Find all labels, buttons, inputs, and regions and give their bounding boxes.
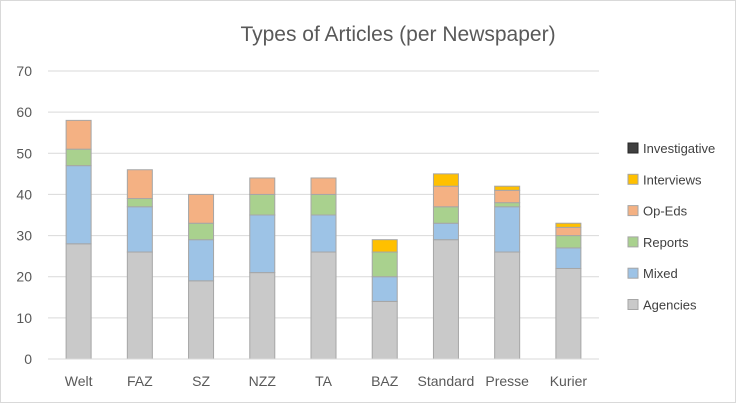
legend-swatch xyxy=(627,205,639,217)
bar-segment xyxy=(126,251,153,360)
axes: 0 10 20 30 40 50 60 70 Welt FAZ SZ NZZ TA BAZ Standard… xyxy=(16,63,599,389)
legend-swatch xyxy=(627,173,639,185)
y-tick-label: 30 xyxy=(16,228,32,244)
bar-segment xyxy=(555,226,582,237)
legend-label: Reports xyxy=(643,235,689,250)
x-tick-label: Kurier xyxy=(550,373,588,389)
y-tick-label: 40 xyxy=(16,186,32,202)
y-tick-label: 20 xyxy=(16,269,32,285)
bar-segment xyxy=(432,206,459,224)
legend-label: Op-Eds xyxy=(643,204,688,219)
legend-swatch xyxy=(627,236,639,248)
y-tick-label: 70 xyxy=(16,63,32,79)
bar-segment xyxy=(188,280,215,360)
bar-segment xyxy=(126,206,153,253)
bar-segment xyxy=(432,185,459,208)
bar-segment xyxy=(310,193,337,216)
bar-segment xyxy=(494,251,521,360)
bar-segment xyxy=(432,239,459,360)
legend-label: Interviews xyxy=(643,172,702,187)
bar-segment xyxy=(249,177,276,195)
bar-segment xyxy=(188,193,215,224)
bar-segment xyxy=(494,202,521,208)
bar-segment xyxy=(555,247,582,269)
legend-label: Mixed xyxy=(643,266,678,281)
bar-segment xyxy=(371,300,398,360)
legend-swatch xyxy=(627,142,639,154)
bar-segment xyxy=(310,214,337,253)
bar-segment xyxy=(65,119,92,150)
x-tick-label: Standard xyxy=(418,373,475,389)
legend-label: Agencies xyxy=(643,298,697,313)
bar-segment xyxy=(432,173,459,187)
bar-segment xyxy=(310,251,337,360)
x-tick-label: FAZ xyxy=(127,373,153,389)
x-tick-label: Welt xyxy=(65,373,93,389)
legend-swatch xyxy=(627,299,639,310)
bar-segment xyxy=(310,177,337,195)
bar-segment xyxy=(555,267,582,360)
bars xyxy=(65,119,582,360)
legend: Investigative Interviews Op-Eds Reports Mixe… xyxy=(627,141,715,313)
bar-segment xyxy=(249,193,276,216)
bar-segment xyxy=(555,222,582,228)
bar-segment xyxy=(432,222,459,241)
legend-label: Investigative xyxy=(643,141,715,156)
y-tick-label: 50 xyxy=(16,145,32,161)
bar-segment xyxy=(371,251,398,278)
y-tick-label: 10 xyxy=(16,310,32,326)
bar-segment xyxy=(188,222,215,241)
bar-segment xyxy=(126,169,153,200)
x-tick-label: NZZ xyxy=(249,373,277,389)
bar-segment xyxy=(65,165,92,245)
bar-segment xyxy=(555,235,582,249)
bar-segment xyxy=(188,239,215,282)
bar-segment xyxy=(371,239,398,253)
bar-segment xyxy=(65,243,92,360)
chart-title: Types of Articles (per Newspaper) xyxy=(240,23,555,46)
bar-segment xyxy=(126,198,153,208)
y-tick-label: 60 xyxy=(16,104,32,120)
x-tick-label: SZ xyxy=(192,373,210,389)
bar-segment xyxy=(494,189,521,204)
legend-swatch xyxy=(627,267,639,279)
x-tick-label: BAZ xyxy=(371,373,399,389)
bar-segment xyxy=(249,272,276,360)
bar-segment xyxy=(371,276,398,302)
bar-segment xyxy=(494,185,521,191)
x-tick-label: TA xyxy=(315,373,333,389)
bar-segment xyxy=(65,148,92,167)
bar-segment xyxy=(494,206,521,253)
x-tick-label: Presse xyxy=(485,373,529,389)
bar-segment xyxy=(249,214,276,274)
y-tick-label: 0 xyxy=(24,351,32,367)
